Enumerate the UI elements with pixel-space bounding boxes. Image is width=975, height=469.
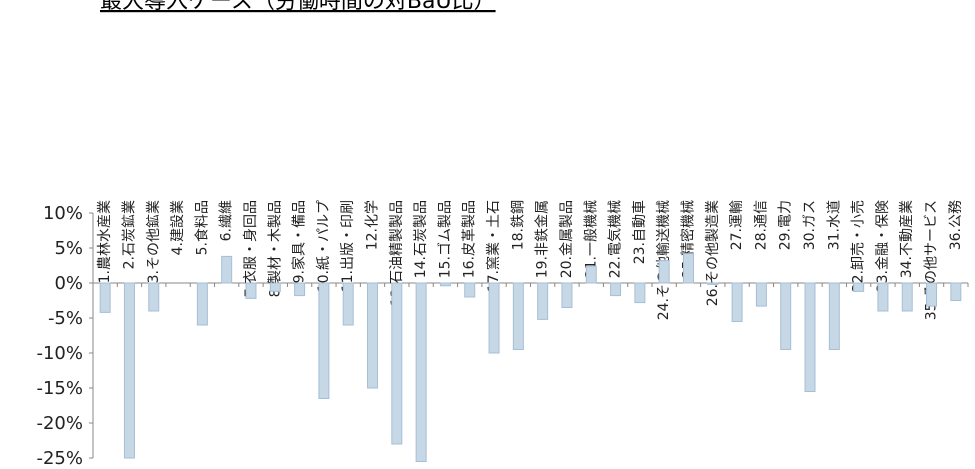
category-label: 26.その他製造業 [705, 200, 721, 306]
category-label: 1.農林水産業 [97, 200, 113, 283]
bar-11 [342, 282, 354, 326]
category-label: 7.衣服・身回品 [243, 200, 259, 297]
bar-21 [585, 265, 597, 284]
y-axis: 10% 5% 0% -5% -10% -15% -20% -25% [36, 203, 969, 469]
category-label: 11.出版・印刷 [340, 200, 356, 292]
bar-31 [828, 282, 840, 350]
bar-10 [318, 282, 330, 399]
bar-18 [512, 282, 524, 350]
bar-25 [682, 253, 694, 284]
bar-35 [926, 282, 938, 307]
bar-9 [294, 282, 306, 297]
category-label: 22.電気機械 [608, 200, 624, 278]
category-label: 17.窯業・土石 [485, 200, 502, 292]
category-label: 32.卸売・小売 [851, 200, 867, 292]
bar-30 [804, 282, 816, 392]
bar-7 [245, 282, 257, 299]
category-label: 36.公務 [948, 200, 964, 250]
bar-5 [196, 282, 208, 326]
category-label: 14.石炭製品 [413, 200, 429, 278]
bar-29 [780, 282, 792, 350]
y-tick-label: -5% [48, 308, 83, 329]
category-label: 18.鉄鋼 [510, 200, 526, 250]
bar-34 [901, 282, 913, 312]
bars [99, 253, 962, 462]
category-label: 33.金融・保険 [875, 200, 891, 292]
bar-36 [950, 282, 962, 301]
bar-3 [148, 282, 160, 312]
bar-14 [415, 282, 427, 462]
category-label: 21.一般機械 [583, 200, 599, 278]
bar-33 [877, 282, 889, 312]
category-label: 13.石油精製製品 [389, 200, 405, 306]
y-tick-label: 10% [43, 203, 83, 224]
bar-20 [561, 282, 573, 308]
category-label: 34.不動産業 [899, 200, 915, 278]
bar-28 [755, 282, 767, 307]
category-label: 12.化学 [365, 200, 381, 250]
bar-13 [391, 282, 403, 445]
bar-8 [269, 282, 281, 292]
chart-title: 最大導入ケース（労働時間の対BaU比） [100, 0, 496, 14]
bar-27 [731, 282, 743, 322]
bar-23 [634, 282, 646, 304]
category-label: 9.家具・備品 [291, 200, 308, 283]
bar-22 [610, 282, 622, 297]
bar-17 [488, 282, 500, 354]
category-label: 15.ゴム製品 [436, 200, 453, 278]
category-label: 2.石炭鉱業 [120, 200, 137, 269]
category-label: 6.繊維 [219, 200, 235, 241]
y-tick-label: -25% [36, 448, 83, 469]
bar-15 [439, 282, 451, 287]
category-label: 28.通信 [753, 200, 769, 250]
category-label: 3.その他鉱業 [145, 200, 162, 283]
category-label: 29.電力 [778, 200, 794, 250]
bar-6 [221, 255, 233, 284]
category-label: 8.製材・木製品 [267, 200, 283, 297]
bar-26 [707, 282, 719, 285]
bar-16 [464, 282, 476, 298]
y-tick-label: 5% [54, 238, 83, 259]
category-label: 19.非鉄金属 [535, 200, 551, 278]
category-label: 30.ガス [802, 200, 818, 250]
bar-2 [123, 282, 135, 459]
category-label: 20.金属製品 [559, 200, 575, 278]
category-label: 4.建設業 [170, 200, 186, 255]
bar-19 [537, 282, 549, 320]
y-tick-label: -15% [36, 378, 83, 399]
y-tick-label: -20% [36, 413, 83, 434]
bar-32 [853, 282, 865, 292]
bar-1 [99, 282, 111, 313]
category-label: 10.紙・パルプ [316, 200, 332, 292]
category-label: 31.水道 [826, 200, 842, 250]
category-label: 5.食料品 [193, 200, 210, 255]
y-tick-label: 0% [54, 273, 83, 294]
category-labels: 1.農林水産業 2.石炭鉱業 3.その他鉱業 4.建設業 5.食料品 6.繊維 7.衣服・身… [97, 200, 964, 320]
category-label: 27.運輸 [729, 200, 745, 250]
bar-12 [367, 282, 379, 389]
bar-24 [658, 260, 670, 284]
category-label: 23.自動車 [631, 200, 648, 264]
category-label: 16.皮革製品 [462, 200, 478, 278]
y-tick-label: -10% [36, 343, 83, 364]
